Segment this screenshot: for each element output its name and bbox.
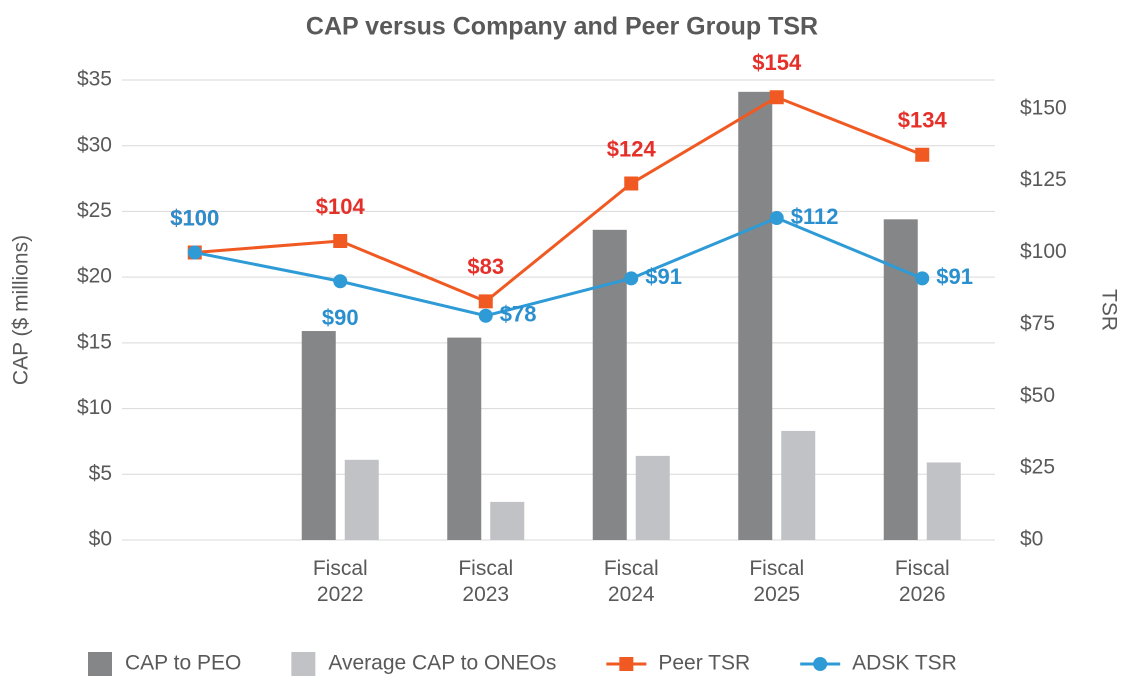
legend-marker (813, 657, 828, 671)
chart-title: CAP versus Company and Peer Group TSR (306, 13, 818, 41)
bar (344, 459, 379, 540)
legend-label: CAP to PEO (125, 652, 241, 675)
data-label: $124 (607, 136, 657, 161)
y-tick-label: $30 (77, 133, 112, 156)
data-label: $91 (936, 264, 973, 289)
marker (915, 271, 930, 286)
marker (769, 211, 784, 225)
y-tick-label: $15 (77, 330, 112, 353)
x-tick-label: Fiscal 2024 (603, 557, 659, 606)
y2-tick-label: $75 (1020, 312, 1055, 335)
y-tick-label: $10 (77, 396, 112, 419)
marker (478, 294, 493, 309)
data-label: $90 (322, 305, 359, 330)
bar (592, 229, 627, 541)
marker (769, 90, 784, 105)
marker (478, 308, 493, 323)
y-tick-label: $35 (77, 68, 112, 91)
data-label: $100 (170, 205, 219, 230)
y-tick-label: $20 (77, 265, 112, 288)
data-label: $104 (316, 194, 366, 219)
bar (447, 337, 482, 540)
x-tick-label: Fiscal 2026 (894, 557, 950, 606)
data-label: $83 (467, 254, 504, 279)
line (194, 95, 923, 304)
y-tick-label: $25 (77, 199, 112, 222)
y-tick-label: $5 (89, 462, 112, 485)
data-label: $154 (752, 50, 802, 75)
data-label: $91 (645, 264, 682, 289)
marker (187, 245, 202, 260)
line (194, 216, 923, 318)
marker (333, 274, 348, 289)
bar (635, 455, 670, 540)
y2-tick-label: $0 (1020, 528, 1043, 551)
y2-axis-title: TSR (1097, 289, 1120, 331)
data-label: $100 (170, 205, 219, 230)
bar (490, 501, 525, 540)
legend-swatch (88, 652, 112, 676)
x-tick-label: Fiscal 2022 (312, 557, 368, 606)
bar (738, 91, 773, 540)
legend-label: ADSK TSR (852, 652, 957, 675)
y-axis-title: CAP ($ millions) (10, 235, 33, 385)
data-label: $78 (500, 302, 537, 327)
bar (781, 430, 816, 540)
y2-tick-label: $125 (1020, 168, 1067, 191)
y2-tick-label: $25 (1020, 456, 1055, 479)
x-tick-label: Fiscal 2025 (749, 557, 805, 606)
y2-tick-label: $50 (1020, 384, 1055, 407)
data-label: $134 (898, 108, 948, 133)
y-tick-label: $0 (89, 528, 112, 551)
legend-swatch (291, 652, 316, 676)
y2-tick-label: $150 (1020, 96, 1067, 119)
data-label: $112 (791, 204, 839, 229)
legend-marker (619, 657, 634, 671)
legend-label: Average CAP to ONEOs (328, 652, 556, 675)
bar (301, 331, 336, 540)
bar (883, 219, 918, 541)
marker (624, 176, 639, 191)
y2-tick-label: $100 (1020, 240, 1067, 263)
marker (915, 147, 930, 162)
bar (926, 462, 961, 540)
marker (624, 271, 639, 286)
legend-label: Peer TSR (658, 652, 750, 675)
marker (333, 234, 348, 248)
x-tick-label: Fiscal 2023 (458, 557, 514, 606)
